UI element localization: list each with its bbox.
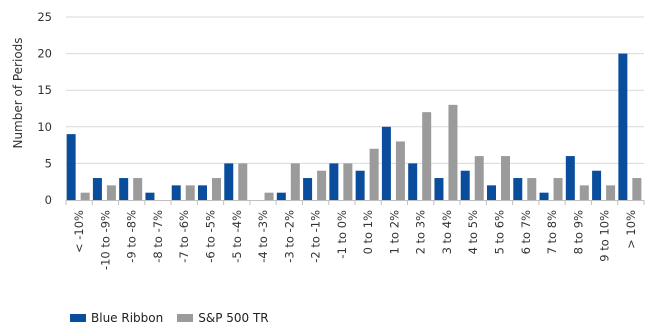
bar-blue-ribbon [618, 53, 628, 200]
bar-sp500 [185, 185, 195, 200]
bars [66, 53, 642, 200]
x-tick-label: 0 to 1% [361, 210, 375, 254]
bar-blue-ribbon [487, 185, 496, 200]
x-tick-label: 1 to 2% [387, 210, 401, 254]
bar-sp500 [553, 178, 563, 200]
bar-blue-ribbon [460, 170, 470, 200]
bar-blue-ribbon [171, 185, 181, 200]
y-tick-label: 20 [37, 47, 52, 61]
legend: Blue Ribbon S&P 500 TR [70, 311, 283, 325]
x-tick-label: 8 to 9% [571, 210, 585, 254]
legend-item-sp500: S&P 500 TR [177, 311, 269, 325]
y-tick-label: 0 [45, 193, 52, 207]
bar-blue-ribbon [513, 178, 523, 200]
x-tick-label: 9 to 10% [598, 210, 612, 262]
bar-sp500 [212, 178, 221, 200]
bar-sp500 [606, 185, 616, 200]
bar-sp500 [80, 192, 90, 200]
y-tick-label: 25 [37, 10, 52, 24]
x-tick-label: 2 to 3% [414, 210, 428, 254]
legend-swatch-blue-ribbon [70, 314, 86, 322]
gridlines [66, 16, 644, 164]
bar-blue-ribbon [565, 156, 575, 200]
x-tick-label: -1 to 0% [335, 210, 349, 259]
x-tick-label: 7 to 8% [545, 210, 559, 254]
x-tick-label: 3 to 4% [440, 210, 454, 254]
x-tick-label: 6 to 7% [519, 210, 533, 254]
bar-blue-ribbon [66, 134, 76, 200]
legend-swatch-sp500 [177, 314, 194, 322]
bar-blue-ribbon [92, 178, 102, 200]
bar-blue-ribbon [539, 192, 549, 200]
bar-sp500 [448, 104, 458, 200]
bar-sp500 [632, 178, 642, 200]
bar-blue-ribbon [329, 163, 339, 200]
bar-sp500 [238, 163, 248, 200]
bar-blue-ribbon [592, 170, 602, 200]
x-tick-label: -5 to -4% [230, 210, 244, 263]
bar-sp500 [579, 185, 589, 200]
bar-blue-ribbon [276, 192, 286, 200]
legend-item-blue-ribbon: Blue Ribbon [70, 311, 163, 325]
bar-blue-ribbon [408, 163, 418, 200]
x-tick-label: -6 to -5% [204, 210, 218, 263]
x-tick-label: -9 to -8% [125, 210, 139, 263]
y-axis-label: Number of Periods [11, 37, 25, 148]
bar-sp500 [106, 185, 116, 200]
bar-blue-ribbon [224, 163, 234, 200]
x-tick-label: -3 to -2% [282, 210, 296, 263]
x-tick-label: -7 to -6% [177, 210, 191, 263]
bar-blue-ribbon [198, 185, 207, 200]
bar-blue-ribbon [434, 178, 444, 200]
y-tick-label: 10 [37, 120, 52, 134]
bar-sp500 [290, 163, 300, 200]
bar-blue-ribbon [381, 126, 391, 200]
bar-sp500 [264, 192, 274, 200]
x-tick-label: 5 to 6% [493, 210, 507, 254]
legend-label-sp500: S&P 500 TR [198, 311, 269, 325]
bar-sp500 [527, 178, 537, 200]
bar-sp500 [501, 156, 510, 200]
bar-sp500 [133, 178, 143, 200]
bar-sp500 [317, 170, 327, 200]
x-tick-label: -8 to -7% [151, 210, 165, 263]
x-tick-label: -2 to -1% [309, 210, 323, 263]
y-tick-labels: 0 5 10 15 20 25 [37, 10, 52, 207]
bar-sp500 [369, 148, 379, 200]
x-tick-label: -4 to -3% [256, 210, 270, 263]
x-tick-label: > 10% [624, 210, 638, 249]
axes [65, 200, 645, 205]
bar-sp500 [422, 112, 432, 200]
bar-blue-ribbon [355, 170, 365, 200]
x-tick-label: 4 to 5% [466, 210, 480, 254]
bar-blue-ribbon [119, 178, 129, 200]
x-tick-label: < -10% [72, 210, 86, 253]
bar-sp500 [395, 141, 405, 200]
bar-sp500 [343, 163, 353, 200]
legend-label-blue-ribbon: Blue Ribbon [91, 311, 164, 325]
bar-blue-ribbon [303, 178, 313, 200]
y-tick-label: 15 [37, 83, 52, 97]
bar-blue-ribbon [145, 192, 155, 200]
y-tick-label: 5 [45, 156, 52, 170]
x-tick-labels: < -10% -10 to -9% -9 to -8% -8 to -7% -7 to … [72, 210, 638, 270]
bar-sp500 [474, 156, 484, 200]
x-tick-label: -10 to -9% [98, 210, 112, 270]
